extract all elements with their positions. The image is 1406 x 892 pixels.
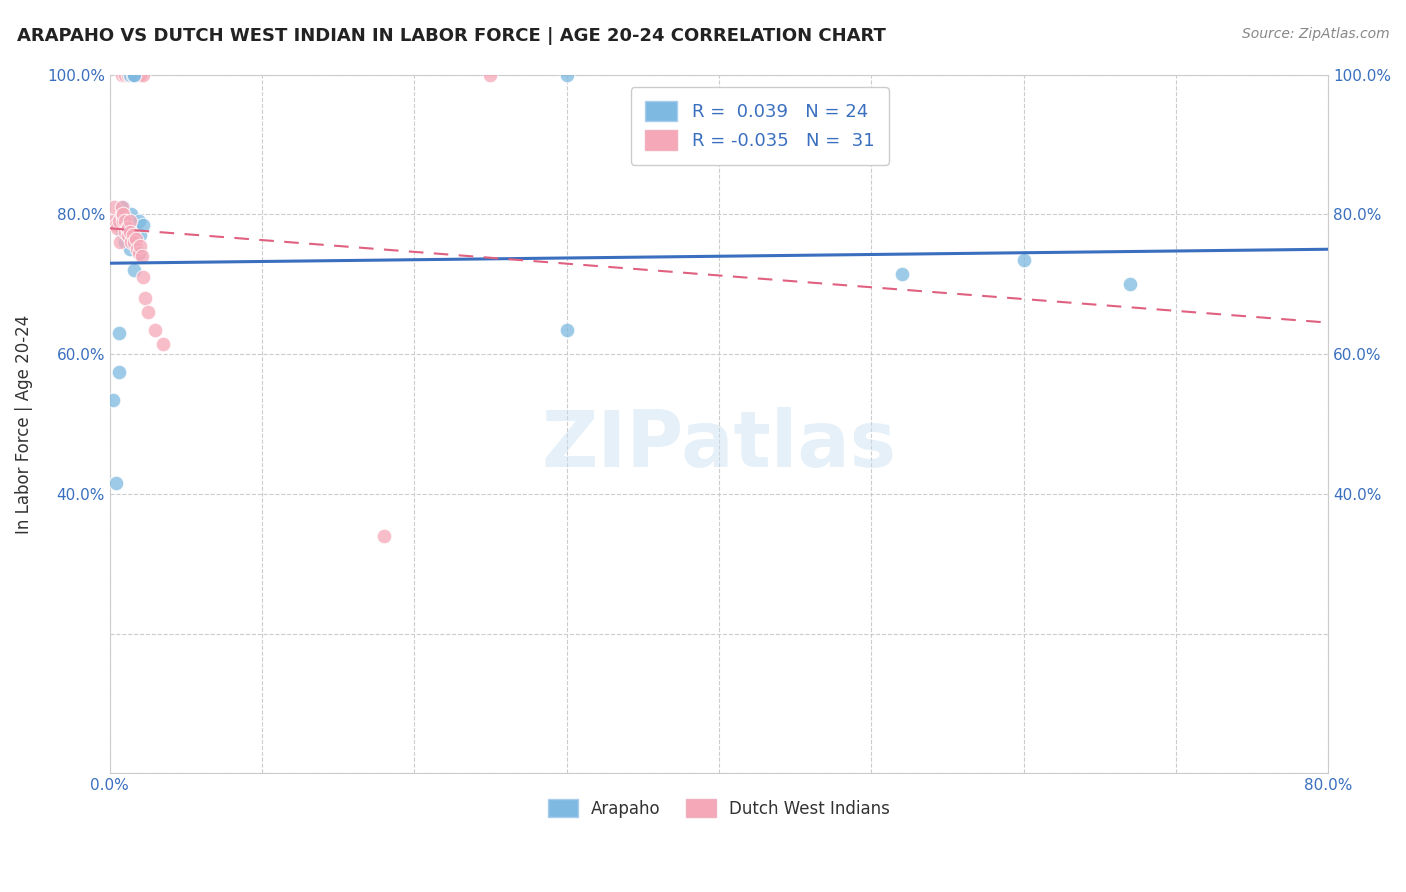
Point xyxy=(128,214,150,228)
Point xyxy=(131,249,153,263)
Point xyxy=(152,336,174,351)
Point xyxy=(145,323,167,337)
Point xyxy=(118,214,141,228)
Point xyxy=(129,68,152,82)
Point xyxy=(117,228,139,243)
Point xyxy=(111,207,134,221)
Point xyxy=(128,245,150,260)
Point xyxy=(101,214,124,228)
Y-axis label: In Labor Force | Age 20-24: In Labor Force | Age 20-24 xyxy=(15,314,32,533)
Point xyxy=(122,235,145,250)
Point xyxy=(111,200,134,214)
Point xyxy=(373,529,395,543)
Point xyxy=(555,68,578,82)
Point xyxy=(120,68,142,82)
Point xyxy=(101,392,124,407)
Point xyxy=(129,239,152,253)
Point xyxy=(122,68,145,82)
Point xyxy=(118,225,141,239)
Point xyxy=(118,68,141,82)
Point xyxy=(127,242,149,256)
Legend: Arapaho, Dutch West Indians: Arapaho, Dutch West Indians xyxy=(541,792,897,824)
Point xyxy=(108,365,131,379)
Point xyxy=(124,225,146,239)
Point xyxy=(103,200,125,214)
Point xyxy=(121,228,143,243)
Point xyxy=(112,200,135,214)
Point xyxy=(124,232,146,246)
Point xyxy=(132,218,155,232)
Point xyxy=(127,228,149,243)
Point xyxy=(115,214,138,228)
Point xyxy=(134,291,156,305)
Point xyxy=(104,476,127,491)
Point xyxy=(111,68,134,82)
Point xyxy=(129,228,152,243)
Point xyxy=(132,68,155,82)
Point xyxy=(114,235,136,250)
Point xyxy=(111,225,134,239)
Point xyxy=(479,68,502,82)
Point xyxy=(110,235,132,250)
Point xyxy=(555,323,578,337)
Point xyxy=(118,68,141,82)
Point xyxy=(114,225,136,239)
Point xyxy=(121,68,143,82)
Point xyxy=(117,228,139,243)
Point xyxy=(108,214,131,228)
Point xyxy=(114,214,136,228)
Point xyxy=(136,305,159,319)
Point xyxy=(112,214,135,228)
Point xyxy=(115,221,138,235)
Text: ARAPAHO VS DUTCH WEST INDIAN IN LABOR FORCE | AGE 20-24 CORRELATION CHART: ARAPAHO VS DUTCH WEST INDIAN IN LABOR FO… xyxy=(17,27,886,45)
Text: Source: ZipAtlas.com: Source: ZipAtlas.com xyxy=(1241,27,1389,41)
Point xyxy=(129,245,152,260)
Text: ZIPatlas: ZIPatlas xyxy=(541,407,897,483)
Point xyxy=(122,68,145,82)
Point xyxy=(112,207,135,221)
Point xyxy=(108,326,131,340)
Point xyxy=(118,221,141,235)
Point xyxy=(1119,277,1142,292)
Point xyxy=(1012,252,1035,267)
Point xyxy=(890,267,912,281)
Point xyxy=(104,218,127,232)
Point xyxy=(105,221,128,235)
Point xyxy=(121,235,143,250)
Point xyxy=(132,270,155,285)
Point xyxy=(117,68,139,82)
Point xyxy=(122,263,145,277)
Point xyxy=(120,235,142,250)
Point xyxy=(118,242,141,256)
Point xyxy=(114,68,136,82)
Point xyxy=(120,207,142,221)
Point xyxy=(117,221,139,235)
